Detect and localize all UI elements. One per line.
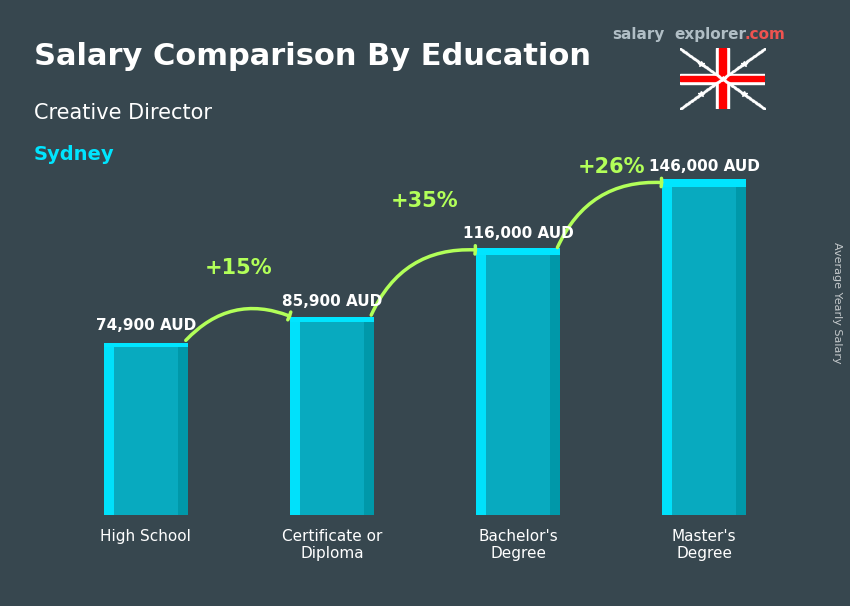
Bar [716,48,729,109]
Bar [476,248,560,255]
Bar [476,255,560,515]
Bar [662,187,672,515]
Bar [104,342,188,347]
Text: 146,000 AUD: 146,000 AUD [649,159,760,174]
Text: 85,900 AUD: 85,900 AUD [282,294,382,308]
Bar [719,48,726,109]
Bar [290,322,374,515]
Text: explorer: explorer [674,27,746,42]
Text: 74,900 AUD: 74,900 AUD [95,318,196,333]
Bar [550,255,560,515]
Text: .com: .com [745,27,785,42]
Text: Creative Director: Creative Director [34,103,212,123]
Bar [364,322,374,515]
Bar [736,187,746,515]
Text: +26%: +26% [577,157,645,177]
Bar [290,318,374,322]
Bar [476,255,486,515]
Bar [680,76,765,81]
Bar [104,347,114,515]
Bar [680,74,765,84]
Bar [290,322,300,515]
Text: Average Yearly Salary: Average Yearly Salary [832,242,842,364]
Bar [178,347,188,515]
Bar [662,179,746,187]
Text: +35%: +35% [391,191,459,211]
Text: Sydney: Sydney [34,145,115,164]
Text: Salary Comparison By Education: Salary Comparison By Education [34,42,591,72]
Text: 116,000 AUD: 116,000 AUD [462,226,574,241]
Text: +15%: +15% [205,258,273,278]
Text: salary: salary [612,27,665,42]
Bar [662,187,746,515]
Bar [104,347,188,515]
